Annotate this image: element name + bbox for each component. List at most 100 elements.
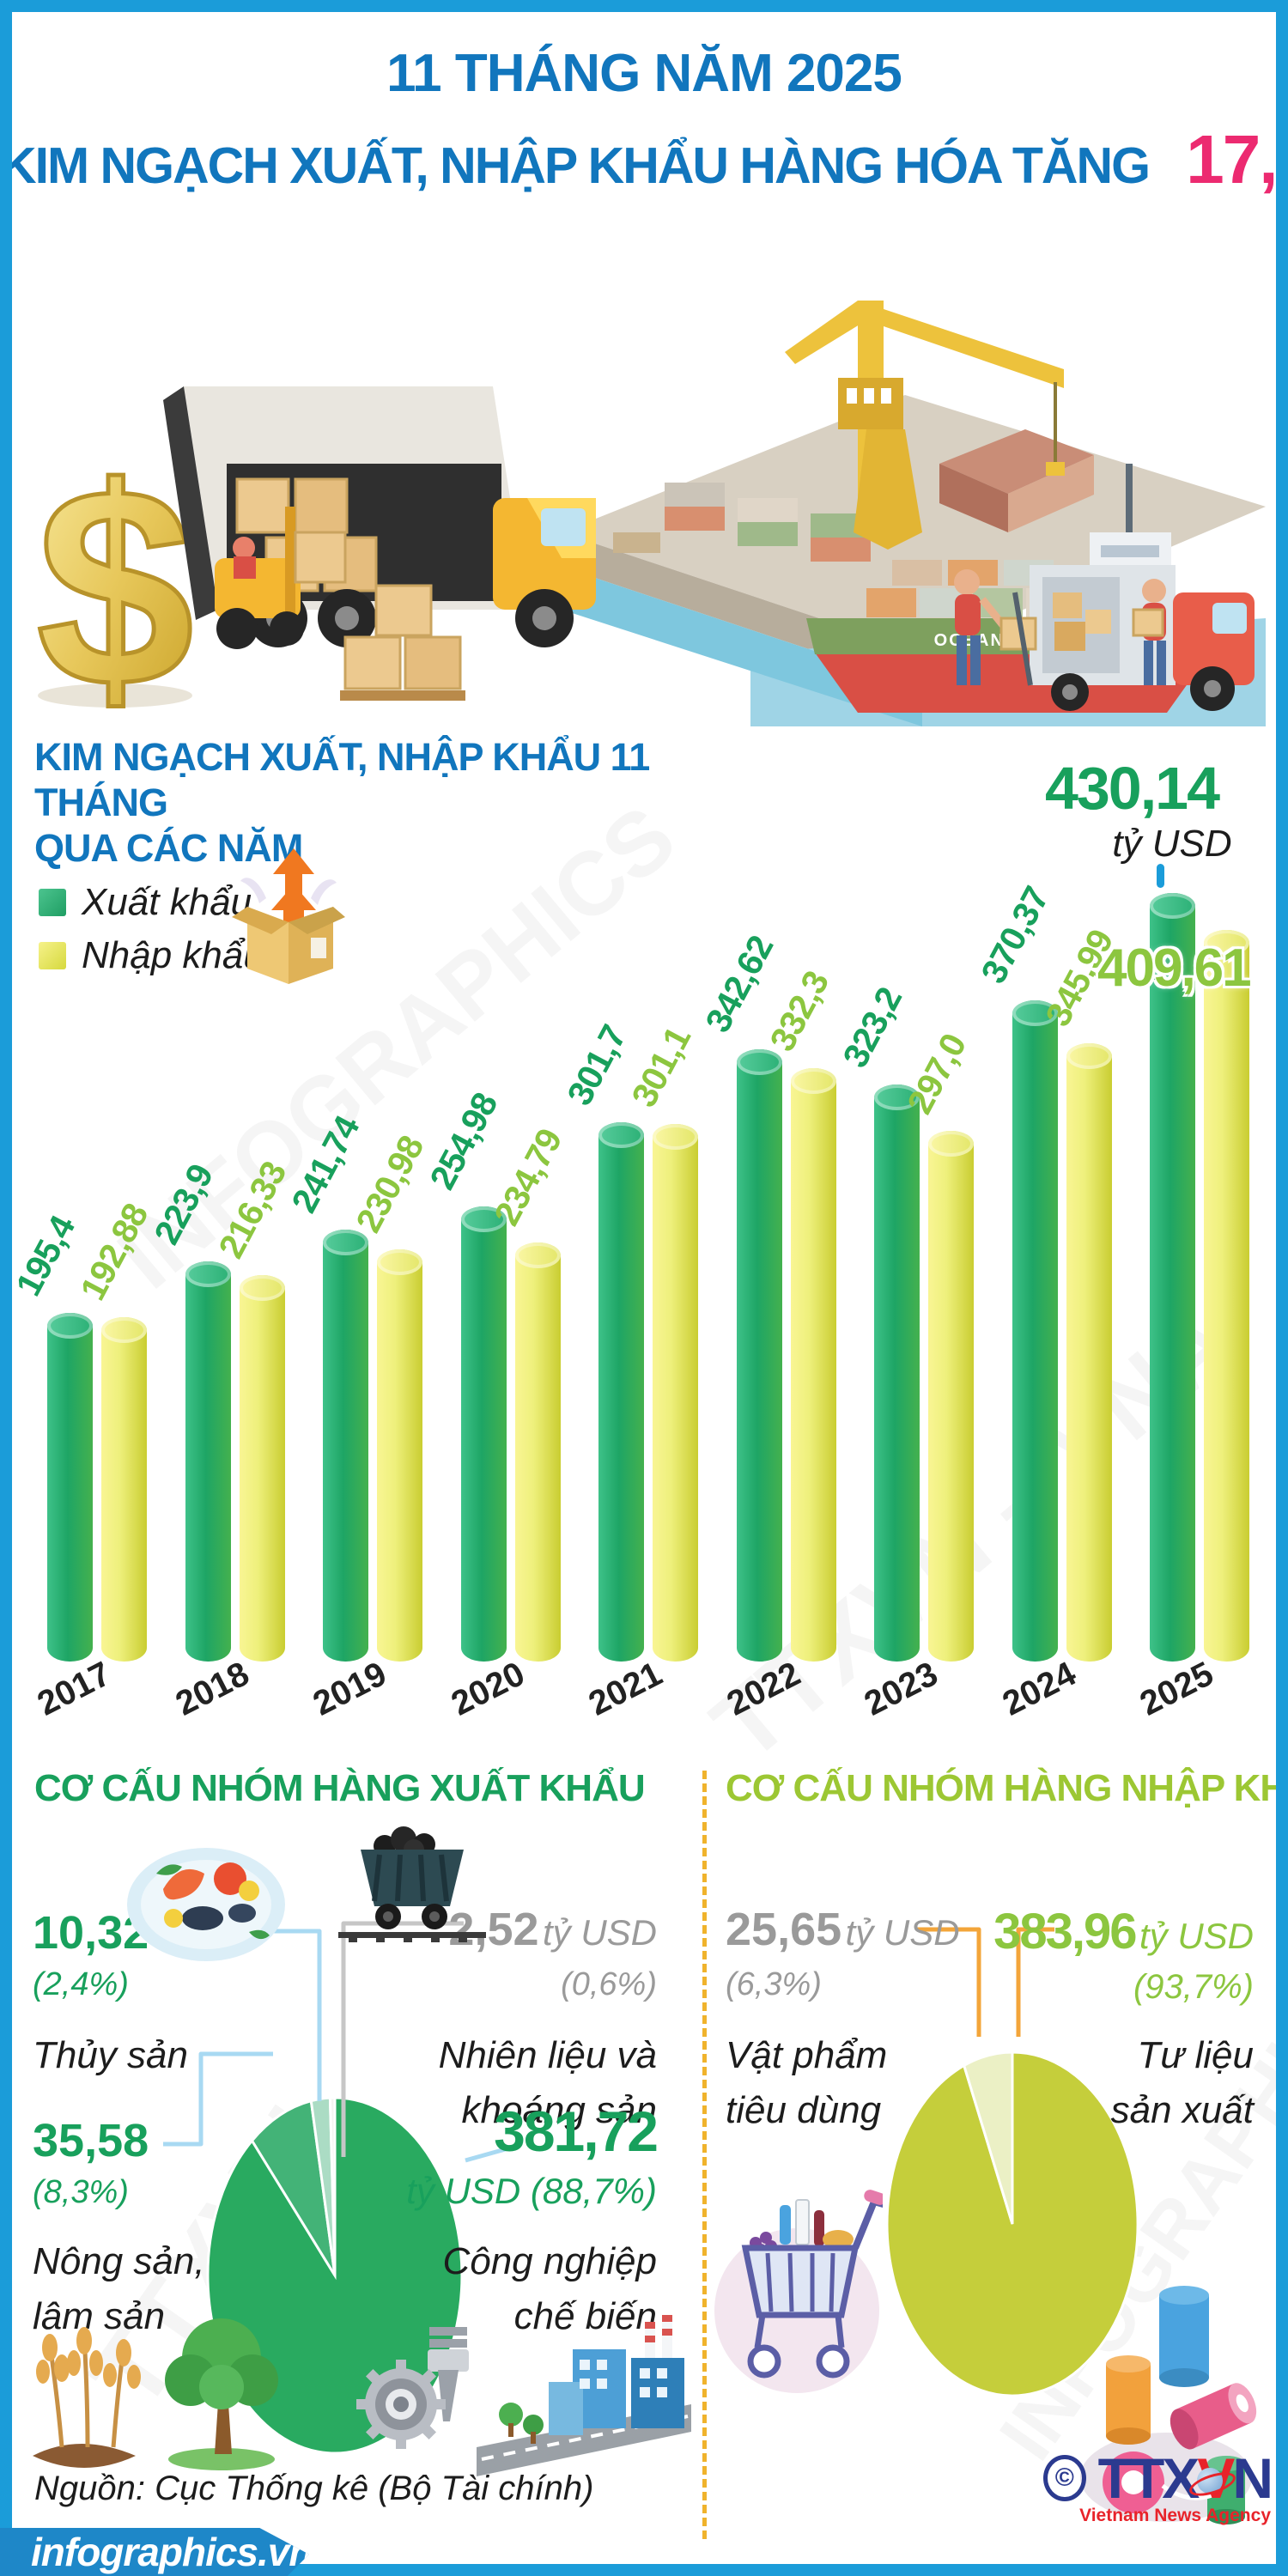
- export-bar-2020: [460, 1206, 507, 1662]
- import-bar-2020: [514, 1242, 561, 1662]
- copyright-icon: ©: [1043, 2455, 1086, 2501]
- bar-cap: [185, 1261, 231, 1287]
- tu-lieu-label: Tư liệu sản xuất: [1110, 2034, 1254, 2131]
- bar-cap: [653, 1124, 698, 1150]
- cong-nghiep-value: 381,72: [494, 2099, 659, 2163]
- thuy-san-label: Thủy sản: [33, 2034, 188, 2076]
- section-divider: [702, 1771, 707, 2539]
- nhien-lieu-pct: (0,6%): [561, 1966, 657, 2002]
- shopping-cart-icon: [714, 2190, 883, 2393]
- globe-icon: [1197, 2468, 1223, 2494]
- bar-cap: [928, 1131, 974, 1157]
- export-legend-swatch: [39, 889, 66, 916]
- bar-value-label: 234,79: [486, 1122, 569, 1232]
- bar-cap: [598, 1122, 644, 1148]
- import-bar-2025: [1204, 930, 1249, 1662]
- cong-nghiep-unit: tỷ USD (88,7%): [406, 2171, 657, 2211]
- nhien-lieu-label: Nhiên liệu và khoáng sản: [438, 2034, 657, 2131]
- trade-illustration: OCEANIC LINES $: [34, 301, 1266, 727]
- agency-subtitle: Vietnam News Agency: [1079, 2506, 1271, 2525]
- year-label-2018: 2018: [169, 1655, 255, 1723]
- ttxvn-logo: TTXVN: [1097, 2446, 1273, 2510]
- nong-san-value: 35,58: [33, 2115, 149, 2166]
- year-label-2019: 2019: [307, 1655, 393, 1723]
- bar-cap: [514, 1242, 561, 1268]
- legend-import: Nhập khẩu: [39, 934, 264, 977]
- thuy-san-pct: (2,4%): [33, 1966, 129, 2002]
- year-label-2025: 2025: [1133, 1655, 1220, 1723]
- nong-san-label: Nông sản, lâm sản: [33, 2240, 205, 2337]
- import-bar-2018: [239, 1275, 285, 1662]
- bar-cap: [1150, 893, 1195, 919]
- bar-cap: [460, 1206, 507, 1232]
- chart-section-heading: KIM NGẠCH XUẤT, NHẬP KHẨU 11 THÁNG QUA C…: [34, 735, 650, 871]
- export-bar-2018: [185, 1261, 231, 1662]
- factory-icon: [477, 2315, 691, 2476]
- export-legend-label: Xuất khẩu: [82, 881, 252, 923]
- bar-cap: [1204, 930, 1249, 956]
- wheat-icon: [33, 2327, 141, 2468]
- bar-cap: [101, 1317, 147, 1343]
- export-box-icon: [232, 848, 345, 984]
- pallet-boxes-illustration: [340, 584, 465, 701]
- seafood-plate-icon: [127, 1848, 285, 1961]
- thread-spools-icon: [1080, 2286, 1257, 2524]
- cong-nghiep-label: Công nghiệp chế biến: [442, 2240, 657, 2337]
- year-label-2017: 2017: [31, 1655, 118, 1723]
- bar-cap: [1066, 1043, 1112, 1069]
- import-legend-swatch: [39, 942, 66, 969]
- bar-cap: [736, 1049, 782, 1075]
- tu-lieu-value: 383,96 tỷ USD: [993, 1904, 1254, 1959]
- year-label-2024: 2024: [996, 1655, 1082, 1723]
- tu-lieu-pct: (93,7%): [1133, 1968, 1254, 2006]
- legend-export: Xuất khẩu: [39, 881, 252, 924]
- vat-pham-value: 25,65 tỷ USD: [726, 1904, 960, 1955]
- nhien-lieu-value: 2,52 tỷ USD: [448, 1904, 657, 1955]
- import-2025-value: 409,61: [1097, 939, 1252, 998]
- bar-value-label: 301,7: [559, 1018, 634, 1112]
- import-bar-2024: [1066, 1043, 1112, 1662]
- bar-cap: [323, 1230, 368, 1255]
- export-2025-unit: tỷ USD: [1112, 823, 1232, 865]
- export-bar-2019: [323, 1230, 368, 1662]
- bar-value-label: 332,3: [762, 964, 836, 1058]
- tree-icon: [165, 2318, 278, 2470]
- bar-value-label: 323,2: [835, 981, 909, 1074]
- bar-value-label: 301,1: [623, 1020, 698, 1114]
- import-bar-2023: [928, 1131, 974, 1662]
- bar-value-label: 297,0: [899, 1027, 974, 1121]
- import-bar-2021: [653, 1124, 698, 1662]
- export-bar-2017: [47, 1313, 93, 1662]
- export-structure-heading: CƠ CẤU NHÓM HÀNG XUẤT KHẨU: [34, 1767, 646, 1809]
- import-bar-2022: [790, 1068, 836, 1662]
- website-banner: infographics.vn: [0, 2528, 309, 2576]
- title-text: KIM NGẠCH XUẤT, NHẬP KHẨU HÀNG HÓA TĂNG: [0, 137, 1151, 194]
- forklift-illustration: [215, 507, 347, 649]
- dollar-sign-icon: $: [34, 427, 197, 727]
- export-bar-2021: [598, 1122, 644, 1662]
- bar-cap: [47, 1313, 93, 1339]
- delivery-truck-illustration: [954, 565, 1255, 711]
- year-label-2021: 2021: [582, 1655, 669, 1723]
- gear-piston-icon: [356, 2327, 469, 2449]
- bar-value-label: 370,37: [973, 880, 1056, 990]
- export-bar-2023: [874, 1084, 920, 1662]
- agency-logo: © TTXVN Vietnam News Agency: [1043, 2445, 1273, 2526]
- bar-cap: [790, 1068, 836, 1094]
- title-highlight-value: 17,2: [1186, 121, 1288, 197]
- import-structure-heading: CƠ CẤU NHÓM HÀNG NHẬP KHẨU: [726, 1767, 1288, 1809]
- bar-cap: [377, 1249, 422, 1275]
- svg-text:$: $: [36, 428, 194, 726]
- page-title-line2: KIM NGẠCH XUẤT, NHẬP KHẨU HÀNG HÓA TĂNG …: [0, 120, 1288, 199]
- vat-pham-label: Vật phẩm tiêu dùng: [726, 2034, 888, 2131]
- bar-value-label: 195,4: [8, 1209, 82, 1303]
- port-crane-illustration: [785, 301, 1065, 550]
- vat-pham-pct: (6,3%): [726, 1966, 822, 2002]
- nong-san-pct: (8,3%): [33, 2174, 129, 2210]
- coal-cart-icon: [338, 1826, 486, 1942]
- year-label-2020: 2020: [445, 1655, 531, 1723]
- website-label: infographics.vn: [31, 2530, 313, 2574]
- export-2025-value: 430,14: [1044, 755, 1220, 822]
- export-bar-2025: [1150, 893, 1195, 1662]
